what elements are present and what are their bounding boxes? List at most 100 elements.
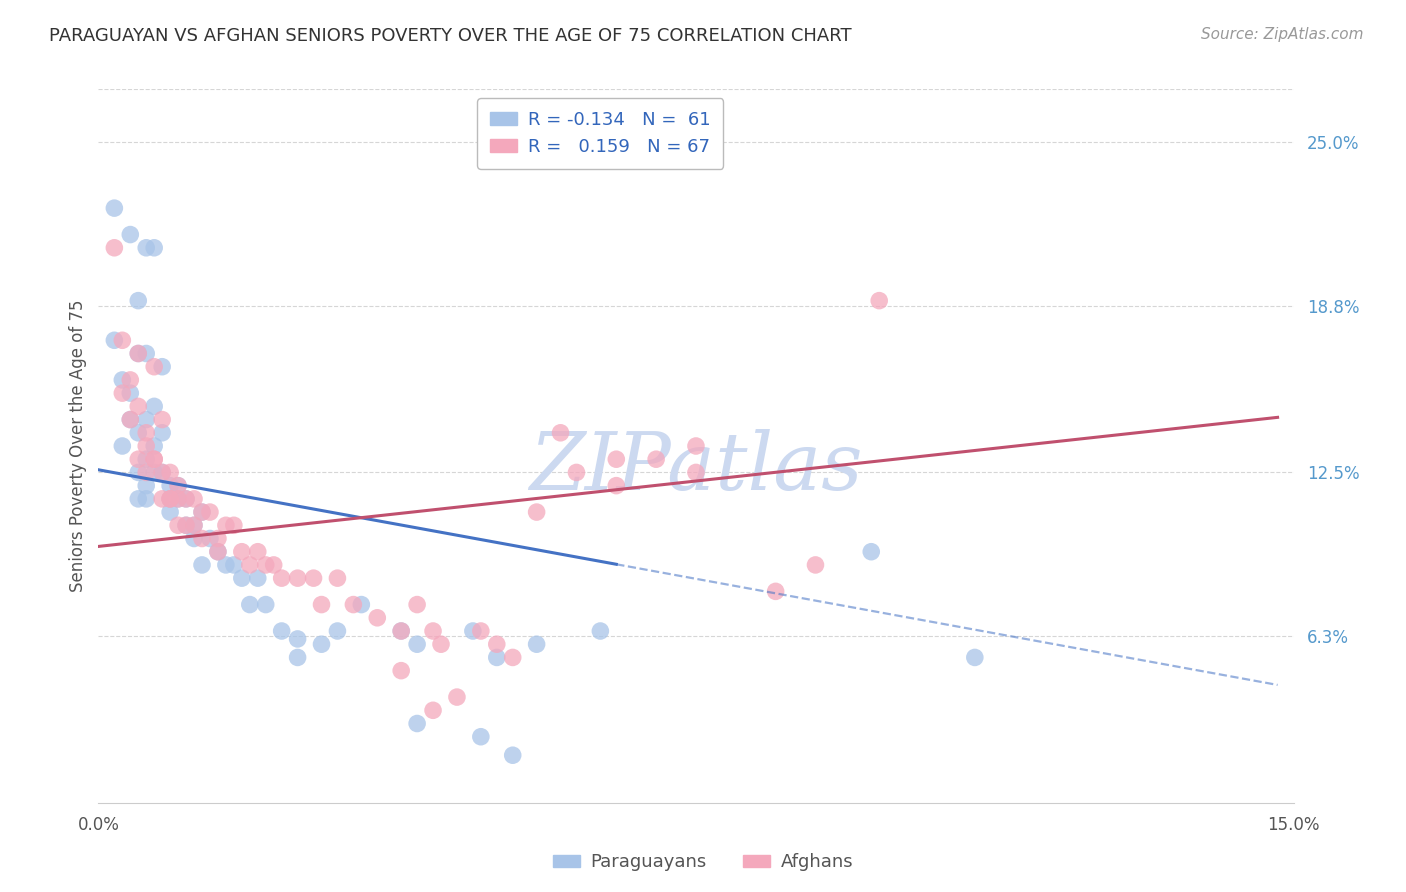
- Point: [135, 466, 157, 480]
- Point: [111, 386, 134, 401]
- Point: [103, 201, 125, 215]
- Point: [120, 386, 142, 401]
- Point: [127, 400, 149, 414]
- Point: [311, 598, 333, 612]
- Point: [167, 478, 190, 492]
- Point: [159, 466, 181, 480]
- Point: [422, 624, 444, 638]
- Point: [860, 545, 883, 559]
- Point: [198, 505, 221, 519]
- Point: [485, 637, 508, 651]
- Point: [406, 598, 429, 612]
- Point: [111, 333, 134, 347]
- Point: [135, 346, 157, 360]
- Point: [605, 452, 627, 467]
- Point: [645, 452, 668, 467]
- Point: [143, 241, 166, 255]
- Point: [565, 466, 588, 480]
- Point: [120, 412, 142, 426]
- Point: [222, 558, 245, 572]
- Point: [207, 545, 229, 559]
- Point: [207, 545, 229, 559]
- Point: [287, 571, 309, 585]
- Point: [685, 439, 707, 453]
- Legend: Paraguayans, Afghans: Paraguayans, Afghans: [546, 847, 860, 879]
- Point: [207, 532, 229, 546]
- Point: [159, 491, 181, 506]
- Point: [103, 333, 125, 347]
- Point: [174, 518, 197, 533]
- Point: [103, 241, 125, 255]
- Point: [589, 624, 612, 638]
- Point: [183, 518, 205, 533]
- Point: [191, 505, 214, 519]
- Point: [326, 624, 349, 638]
- Point: [127, 466, 149, 480]
- Point: [120, 373, 142, 387]
- Point: [470, 730, 492, 744]
- Point: [422, 703, 444, 717]
- Point: [430, 637, 453, 651]
- Point: [120, 227, 142, 242]
- Text: ZIPatlas: ZIPatlas: [529, 429, 863, 506]
- Point: [270, 571, 292, 585]
- Point: [120, 412, 142, 426]
- Point: [135, 491, 157, 506]
- Point: [174, 518, 197, 533]
- Point: [389, 664, 412, 678]
- Point: [135, 241, 157, 255]
- Point: [167, 478, 190, 492]
- Y-axis label: Seniors Poverty Over the Age of 75: Seniors Poverty Over the Age of 75: [69, 300, 87, 592]
- Point: [311, 637, 333, 651]
- Point: [502, 748, 524, 763]
- Point: [246, 545, 269, 559]
- Point: [167, 518, 190, 533]
- Point: [215, 558, 238, 572]
- Point: [804, 558, 827, 572]
- Text: Source: ZipAtlas.com: Source: ZipAtlas.com: [1201, 27, 1364, 42]
- Point: [461, 624, 484, 638]
- Point: [389, 624, 412, 638]
- Point: [150, 491, 173, 506]
- Point: [263, 558, 285, 572]
- Point: [470, 624, 492, 638]
- Legend: R = -0.134   N =  61, R =   0.159   N = 67: R = -0.134 N = 61, R = 0.159 N = 67: [478, 98, 723, 169]
- Point: [135, 412, 157, 426]
- Point: [167, 491, 190, 506]
- Point: [198, 532, 221, 546]
- Point: [406, 716, 429, 731]
- Point: [231, 571, 253, 585]
- Point: [183, 532, 205, 546]
- Point: [174, 491, 197, 506]
- Point: [135, 439, 157, 453]
- Point: [222, 518, 245, 533]
- Point: [127, 293, 149, 308]
- Point: [135, 425, 157, 440]
- Point: [254, 598, 277, 612]
- Point: [143, 466, 166, 480]
- Point: [550, 425, 572, 440]
- Point: [143, 452, 166, 467]
- Point: [127, 425, 149, 440]
- Point: [174, 491, 197, 506]
- Point: [685, 466, 707, 480]
- Point: [111, 439, 134, 453]
- Point: [159, 491, 181, 506]
- Point: [150, 412, 173, 426]
- Point: [406, 637, 429, 651]
- Point: [135, 478, 157, 492]
- Point: [765, 584, 787, 599]
- Point: [287, 650, 309, 665]
- Point: [270, 624, 292, 638]
- Point: [526, 505, 548, 519]
- Point: [143, 359, 166, 374]
- Point: [350, 598, 373, 612]
- Point: [143, 452, 166, 467]
- Point: [143, 439, 166, 453]
- Point: [127, 491, 149, 506]
- Point: [191, 505, 214, 519]
- Point: [150, 466, 173, 480]
- Point: [191, 558, 214, 572]
- Point: [254, 558, 277, 572]
- Point: [159, 478, 181, 492]
